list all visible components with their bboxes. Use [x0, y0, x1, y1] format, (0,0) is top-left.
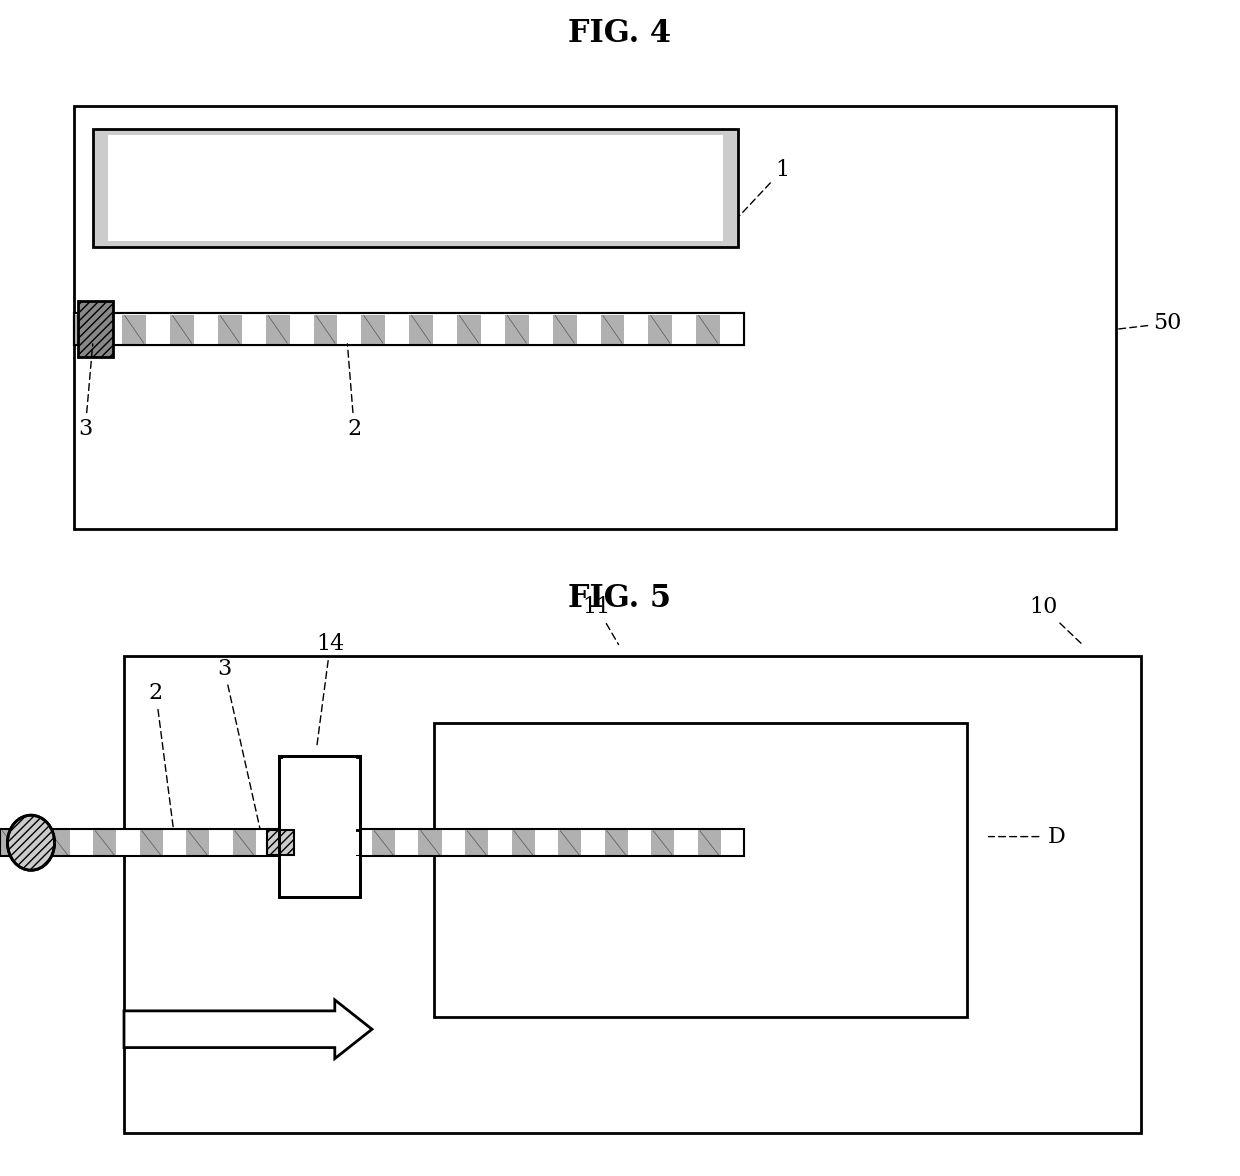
FancyArrow shape — [124, 1000, 372, 1058]
Bar — [577, 315, 600, 343]
Bar — [139, 829, 162, 856]
Text: FIG. 5: FIG. 5 — [568, 583, 672, 614]
Bar — [233, 829, 255, 856]
Bar — [481, 315, 505, 343]
Bar — [675, 829, 697, 856]
Bar — [372, 829, 396, 856]
Bar — [69, 829, 93, 856]
Bar — [123, 315, 146, 343]
Bar — [458, 315, 481, 343]
Text: FIG. 4: FIG. 4 — [568, 18, 672, 48]
Bar — [93, 829, 117, 856]
Bar — [605, 829, 627, 856]
Bar — [108, 135, 723, 241]
Bar — [361, 315, 386, 343]
Bar — [720, 315, 744, 343]
Bar — [242, 315, 265, 343]
Bar — [396, 829, 419, 856]
Bar — [314, 315, 337, 343]
Bar — [74, 313, 744, 346]
Bar — [534, 829, 558, 856]
Text: 14: 14 — [316, 633, 345, 748]
Bar — [558, 829, 582, 856]
Bar — [74, 106, 1116, 529]
Bar — [255, 829, 279, 856]
Bar — [696, 315, 720, 343]
Bar — [672, 315, 696, 343]
Text: 2: 2 — [347, 343, 361, 440]
Bar — [93, 129, 738, 247]
Bar — [348, 829, 372, 856]
Text: 3: 3 — [78, 343, 93, 440]
Bar — [511, 829, 534, 856]
Bar — [720, 829, 744, 856]
Bar — [337, 315, 361, 343]
Bar — [279, 756, 360, 897]
Bar — [267, 830, 294, 855]
Bar — [93, 129, 738, 247]
Bar — [210, 829, 232, 856]
Bar — [697, 829, 720, 856]
Bar — [433, 315, 458, 343]
Text: 10: 10 — [1029, 596, 1083, 646]
Bar — [528, 315, 553, 343]
Bar — [47, 829, 69, 856]
Bar — [505, 315, 528, 343]
Bar — [74, 313, 744, 346]
Bar — [649, 315, 672, 343]
Bar — [74, 313, 744, 346]
Bar — [465, 829, 489, 856]
Bar — [124, 656, 1141, 1134]
Bar — [279, 757, 360, 830]
Text: 11: 11 — [583, 596, 619, 644]
Bar — [434, 723, 967, 1017]
Bar — [78, 301, 113, 358]
Bar — [325, 829, 348, 856]
Bar — [117, 829, 139, 856]
Bar — [303, 829, 325, 856]
Bar — [283, 757, 356, 895]
Bar — [0, 829, 744, 856]
Bar — [146, 315, 170, 343]
Text: 2: 2 — [149, 682, 174, 828]
Bar — [290, 315, 314, 343]
Bar — [162, 829, 186, 856]
Bar — [418, 829, 441, 856]
Bar — [489, 829, 511, 856]
Bar — [651, 829, 675, 856]
Bar — [218, 315, 242, 343]
Bar — [98, 315, 123, 343]
Bar — [386, 315, 409, 343]
Bar — [279, 756, 360, 897]
Bar — [76, 314, 744, 345]
Bar — [441, 829, 465, 856]
Bar — [186, 829, 210, 856]
Bar — [625, 315, 649, 343]
Bar — [582, 829, 605, 856]
Bar — [0, 829, 24, 856]
Bar — [74, 315, 98, 343]
Text: 50: 50 — [1118, 313, 1182, 334]
Bar — [193, 315, 218, 343]
Bar — [409, 315, 433, 343]
Bar — [279, 856, 360, 897]
Bar — [170, 315, 193, 343]
Bar — [600, 315, 625, 343]
Bar — [265, 315, 290, 343]
Text: 3: 3 — [217, 657, 260, 828]
Bar — [627, 829, 651, 856]
Bar — [553, 315, 577, 343]
Text: 1: 1 — [740, 160, 789, 215]
Text: D: D — [1048, 826, 1065, 848]
Bar — [279, 829, 303, 856]
Ellipse shape — [7, 815, 55, 870]
Bar — [24, 829, 47, 856]
